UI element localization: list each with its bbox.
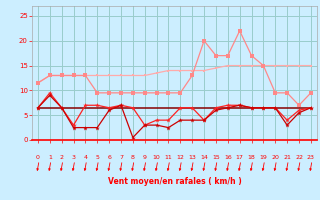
X-axis label: Vent moyen/en rafales ( km/h ): Vent moyen/en rafales ( km/h ): [108, 177, 241, 186]
